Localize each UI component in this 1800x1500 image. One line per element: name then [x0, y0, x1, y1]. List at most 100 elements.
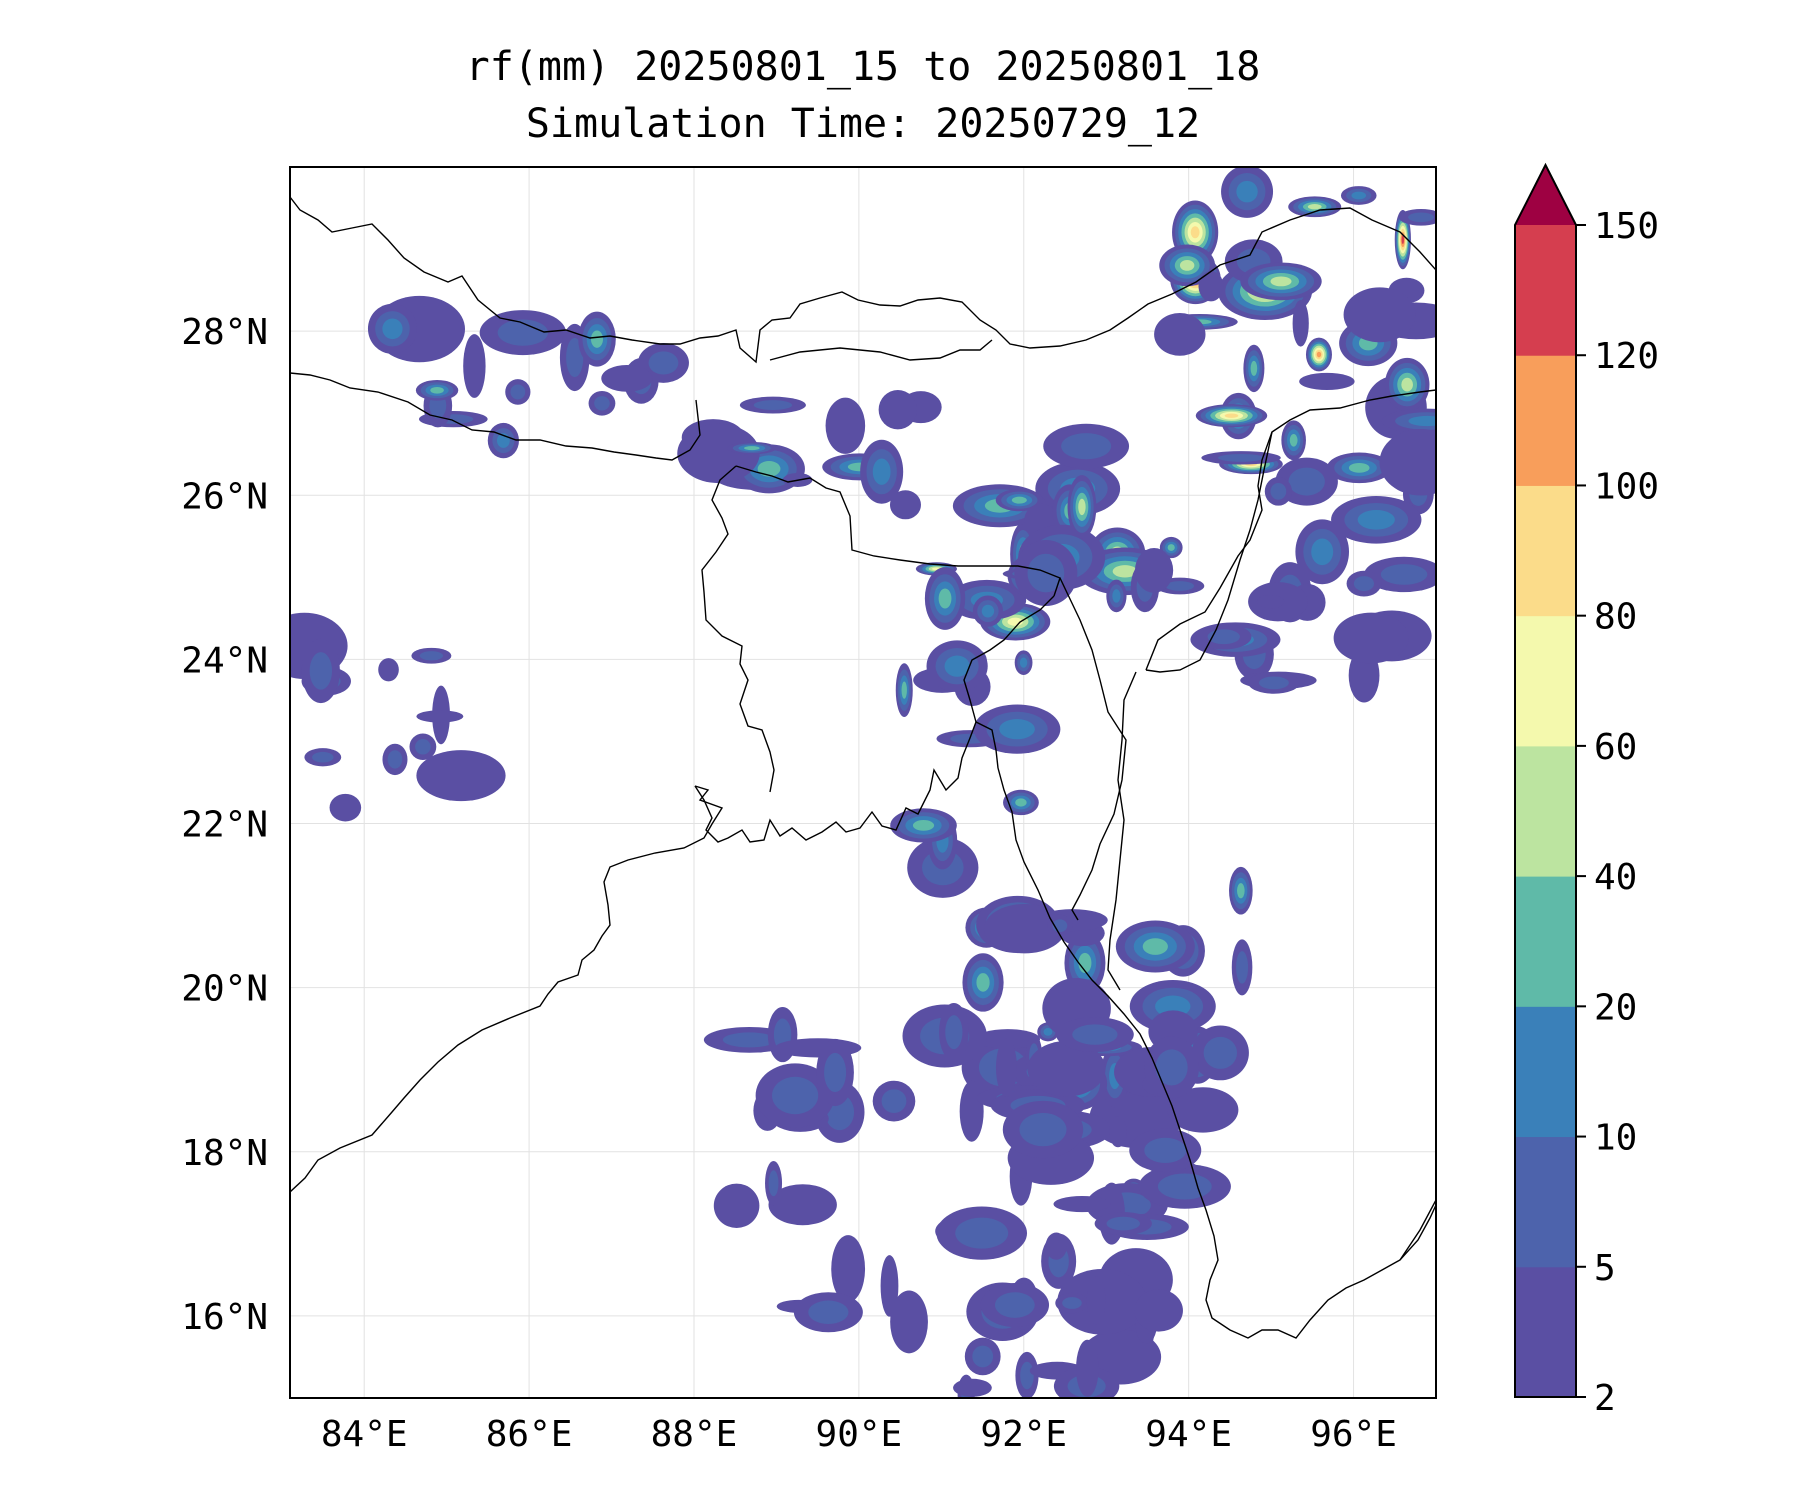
colorbar-segment: [1515, 745, 1576, 877]
rain-contour: [1053, 1195, 1111, 1213]
colorbar-extend-triangle: [1515, 165, 1576, 225]
colorbar-segment: [1515, 225, 1576, 356]
colorbar-segment: [1515, 485, 1576, 617]
lon-tick-label: 92°E: [980, 1414, 1067, 1455]
rain-contour: [1198, 270, 1224, 302]
rain-contour: [1289, 433, 1298, 447]
colorbar-segment: [1515, 355, 1576, 486]
rain-contour: [768, 1184, 837, 1226]
rain-area: [677, 389, 1130, 516]
nepal-south-border: [290, 372, 701, 461]
rain-contour: [955, 1217, 1009, 1249]
rain-contour: [1106, 1216, 1140, 1231]
rain-contour: [1357, 510, 1395, 530]
rain-contour: [1380, 564, 1428, 585]
colorbar-ticks: 2 5 10 20 40 60 80 100 120 150: [1576, 206, 1659, 1419]
rain-area: [703, 1002, 1231, 1398]
rain-contour: [1078, 952, 1092, 974]
rain-contour: [1401, 235, 1405, 245]
rain-contour: [382, 318, 403, 340]
rain-contour: [944, 655, 970, 677]
lat-tick-label: 26°N: [181, 476, 268, 517]
chart-title-line2: Simulation Time: 20250729_12: [526, 101, 1200, 147]
rain-contour: [1027, 1040, 1106, 1097]
rain-contour: [1343, 287, 1416, 343]
rain-contour: [1408, 212, 1434, 223]
rain-contour: [890, 1290, 928, 1354]
colorbar-tick-label: 120: [1594, 336, 1659, 377]
rain-contour: [912, 820, 935, 831]
rain-contour: [1351, 191, 1367, 200]
rain-contour: [1154, 312, 1206, 356]
rain-contour: [1179, 259, 1195, 271]
lat-tick-label: 28°N: [181, 312, 268, 353]
rain-contour: [1157, 1173, 1212, 1200]
rain-contour: [1062, 1297, 1082, 1309]
rain-contour: [419, 651, 444, 661]
rain-contour: [1142, 938, 1168, 955]
colorbar-segment: [1515, 1006, 1576, 1138]
lat-tick-label: 16°N: [181, 1297, 268, 1338]
rain-contour: [566, 337, 584, 378]
rain-contour: [1270, 482, 1287, 500]
rain-contour: [772, 1076, 819, 1115]
colorbar-tick-label: 5: [1594, 1248, 1616, 1289]
lon-tick-label: 84°E: [321, 1414, 408, 1455]
bhutan-border: [769, 339, 993, 361]
colorbar-segment: [1515, 1266, 1576, 1398]
rain-contour: [387, 750, 403, 769]
rain-contour: [1316, 351, 1322, 358]
rain-contour: [1167, 1087, 1239, 1133]
rain-contour: [329, 793, 362, 822]
rain-contour: [1020, 1361, 1034, 1390]
rain-contour: [1076, 1339, 1099, 1397]
rain-contour: [1061, 433, 1112, 460]
rain-contour: [1379, 428, 1436, 496]
rain-contour: [831, 1235, 866, 1303]
map-frame: [289, 166, 1437, 1399]
assam-myanmar-border: [1145, 431, 1273, 673]
rain-contour: [1155, 1049, 1188, 1086]
rain-contour: [1134, 1289, 1183, 1332]
rain-area: [1190, 428, 1436, 703]
rain-contour: [1311, 538, 1334, 566]
longitude-ticks: 84°E 86°E 88°E 90°E 92°E 94°E 96°E: [321, 1414, 1397, 1455]
rain-contour: [901, 681, 907, 699]
rain-contour: [722, 1032, 776, 1048]
rain-contour: [981, 604, 995, 618]
colorbar-tick-label: 40: [1594, 857, 1637, 898]
thailand-coast: [1399, 1199, 1436, 1261]
lon-tick-label: 94°E: [1145, 1414, 1232, 1455]
rain-contour: [378, 658, 399, 682]
rain-contour: [768, 1170, 779, 1197]
rain-contour: [1045, 1232, 1067, 1260]
rain-contour: [1078, 498, 1086, 516]
rain-contour: [808, 1300, 849, 1324]
rain-contour: [430, 386, 444, 394]
rain-contour: [648, 351, 679, 375]
rain-contour: [825, 397, 866, 454]
rain-contour: [1043, 1027, 1053, 1036]
rain-contour: [1019, 1112, 1067, 1147]
rain-contour: [972, 1345, 994, 1368]
lat-tick-label: 18°N: [181, 1133, 268, 1174]
lon-tick-label: 86°E: [486, 1414, 573, 1455]
rain-contour: [999, 719, 1035, 740]
coastlines-borders: [290, 196, 1436, 1339]
rain-contour: [995, 1038, 1017, 1097]
bangladesh-north-border: [735, 465, 1061, 597]
rain-contour: [416, 710, 464, 723]
rain-contour: [590, 330, 603, 348]
rain-contour: [753, 400, 793, 410]
sundarbans-coast: [694, 721, 999, 843]
colorbar-tick-label: 2: [1594, 1378, 1616, 1419]
rain-contour: [594, 396, 610, 411]
colorbar-tick-label: 60: [1594, 727, 1637, 768]
rain-contour: [1348, 462, 1370, 473]
lon-tick-label: 88°E: [651, 1414, 738, 1455]
rain-contour: [757, 461, 781, 477]
rain-contour: [945, 1015, 963, 1050]
rain-contour: [1144, 1137, 1187, 1163]
rain-area: [367, 295, 689, 459]
